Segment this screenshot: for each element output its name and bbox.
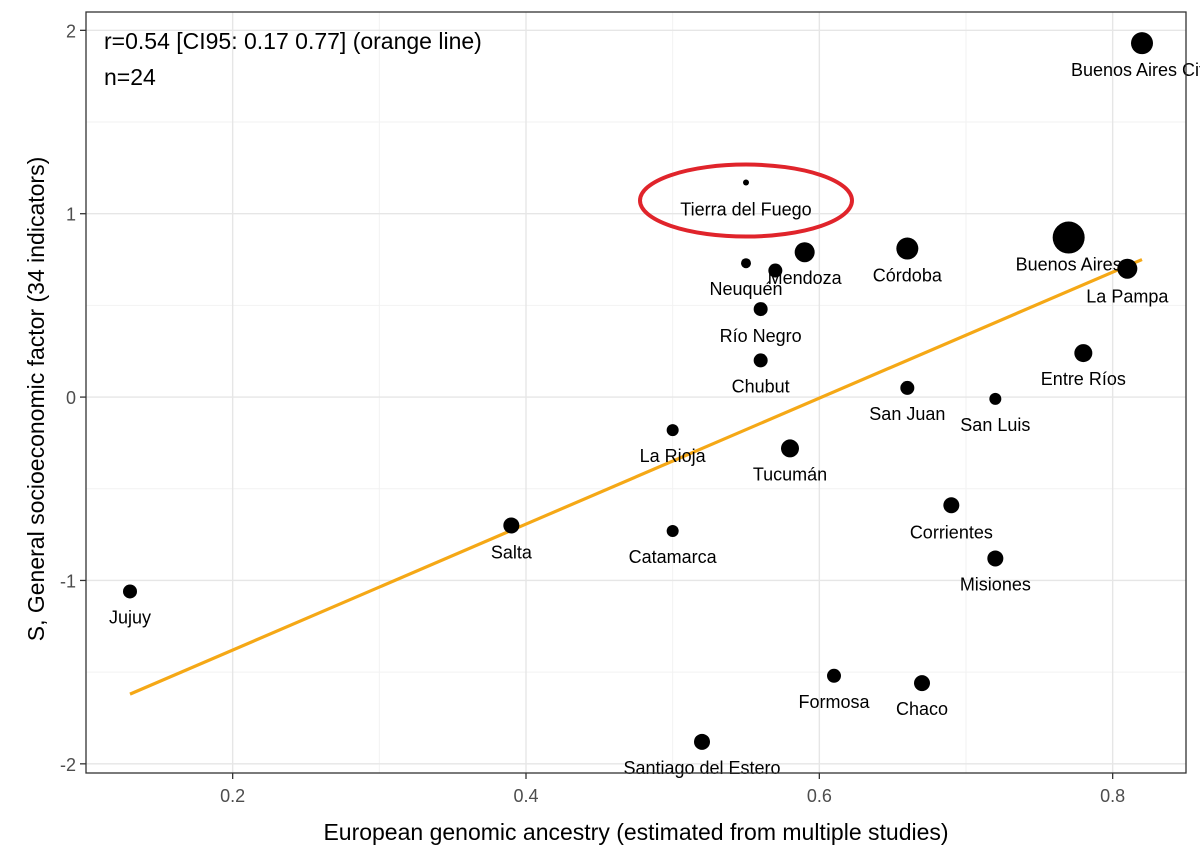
scatter-point xyxy=(896,237,919,260)
scatter-point xyxy=(794,242,815,263)
scatter-point xyxy=(503,517,520,534)
point-label: Neuquén xyxy=(709,279,782,299)
scatter-point xyxy=(768,263,783,278)
regression-line xyxy=(129,258,1143,696)
x-tick-label: 0.2 xyxy=(220,786,245,806)
point-label: San Luis xyxy=(960,415,1030,435)
point-label: Chubut xyxy=(732,376,790,396)
y-axis-title: S, General socioeconomic factor (34 indi… xyxy=(23,157,49,642)
scatter-point xyxy=(943,497,960,514)
axis-ticks: 0.2 0.4 0.6 0.8 -2 -1 0 1 2 xyxy=(60,21,1125,806)
data-points xyxy=(123,32,1153,750)
highlight-ellipse xyxy=(638,162,854,239)
y-tick-label: 2 xyxy=(66,21,76,41)
point-label: Formosa xyxy=(798,692,870,712)
y-tick-label: 1 xyxy=(66,205,76,225)
scatter-point xyxy=(900,380,915,395)
scatter-point xyxy=(1052,221,1085,254)
scatter-point xyxy=(987,550,1004,567)
y-tick-label: 0 xyxy=(66,388,76,408)
gridlines xyxy=(85,12,1186,773)
x-tick-label: 0.8 xyxy=(1100,786,1125,806)
point-label: Santiago del Estero xyxy=(623,758,780,778)
point-label: Córdoba xyxy=(873,266,943,286)
point-label: Tucumán xyxy=(753,464,827,484)
x-axis-title: European genomic ancestry (estimated fro… xyxy=(323,819,948,845)
plot-panel-border xyxy=(85,11,1187,774)
scatter-point xyxy=(694,733,710,750)
point-label: Catamarca xyxy=(629,547,718,567)
scatter-point xyxy=(1117,258,1138,279)
scatter-point xyxy=(914,675,930,692)
y-tick-label: -2 xyxy=(60,755,76,775)
scatter-point xyxy=(753,353,768,368)
point-label: Entre Ríos xyxy=(1041,369,1126,389)
x-tick-label: 0.4 xyxy=(513,786,538,806)
point-label: Mendoza xyxy=(768,268,843,288)
point-label: Tierra del Fuego xyxy=(680,200,811,220)
point-label: Río Negro xyxy=(720,326,802,346)
point-label: La Pampa xyxy=(1086,287,1169,307)
scatter-point xyxy=(666,524,679,537)
y-tick-label: -1 xyxy=(60,571,76,591)
scatter-point xyxy=(989,392,1002,405)
point-label: La Rioja xyxy=(640,446,707,466)
scatter-point xyxy=(753,302,768,317)
scatter-point xyxy=(1074,344,1093,363)
scatter-point xyxy=(666,424,679,437)
scatter-point xyxy=(781,439,799,458)
point-label: Misiones xyxy=(960,574,1031,594)
correlation-annotation: r=0.54 [CI95: 0.17 0.77] (orange line) xyxy=(104,28,482,54)
scatter-point xyxy=(1131,32,1153,55)
sample-size-annotation: n=24 xyxy=(104,64,156,90)
point-label: Buenos Aires xyxy=(1016,255,1122,275)
x-tick-label: 0.6 xyxy=(807,786,832,806)
scatter-point xyxy=(741,258,751,269)
point-label: San Juan xyxy=(869,404,945,424)
point-label: Corrientes xyxy=(910,522,993,542)
point-label: Buenos Aires City xyxy=(1071,60,1200,80)
point-label: Chaco xyxy=(896,699,948,719)
scatter-point xyxy=(827,668,841,683)
scatter-point xyxy=(123,584,137,599)
regression-line-layer xyxy=(129,258,1143,696)
point-label: Jujuy xyxy=(109,607,151,627)
scatter-point xyxy=(743,179,749,186)
point-label: Salta xyxy=(491,542,533,562)
